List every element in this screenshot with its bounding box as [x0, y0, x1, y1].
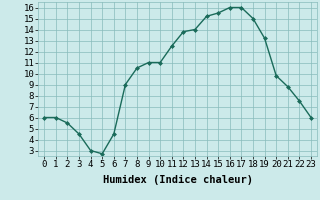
X-axis label: Humidex (Indice chaleur): Humidex (Indice chaleur)	[103, 175, 252, 185]
